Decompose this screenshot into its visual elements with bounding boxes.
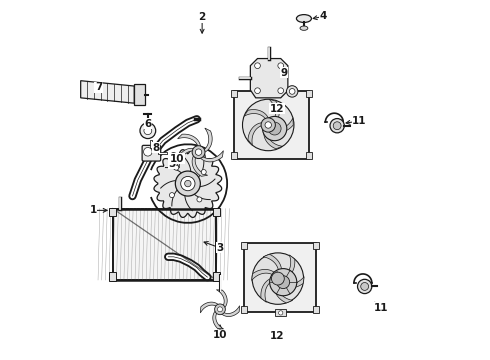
Polygon shape [272, 118, 293, 132]
Text: 6: 6 [144, 118, 151, 129]
Polygon shape [154, 150, 221, 217]
Circle shape [140, 123, 156, 139]
Ellipse shape [296, 15, 312, 22]
Polygon shape [269, 99, 279, 123]
Polygon shape [221, 306, 240, 316]
Circle shape [201, 170, 206, 175]
Polygon shape [192, 153, 208, 176]
Polygon shape [306, 152, 312, 159]
Polygon shape [234, 91, 309, 158]
Circle shape [170, 193, 174, 198]
Circle shape [215, 304, 225, 315]
Circle shape [289, 89, 295, 94]
Circle shape [268, 122, 281, 135]
Circle shape [278, 88, 284, 94]
Text: 10: 10 [170, 154, 184, 163]
Circle shape [181, 176, 195, 191]
Polygon shape [281, 277, 304, 288]
Polygon shape [213, 272, 220, 281]
Circle shape [261, 118, 275, 132]
Circle shape [252, 253, 304, 304]
Polygon shape [231, 152, 237, 159]
Text: 5: 5 [168, 159, 175, 169]
Polygon shape [231, 90, 237, 97]
Polygon shape [198, 150, 223, 162]
Polygon shape [134, 84, 145, 105]
Polygon shape [109, 208, 117, 216]
Circle shape [174, 165, 179, 170]
Polygon shape [284, 255, 295, 279]
Polygon shape [242, 242, 247, 249]
Polygon shape [275, 309, 286, 316]
Polygon shape [244, 109, 269, 118]
Polygon shape [250, 59, 288, 98]
Text: 12: 12 [270, 332, 284, 342]
Polygon shape [251, 269, 275, 280]
Circle shape [196, 149, 202, 156]
Circle shape [144, 148, 152, 156]
Text: 12: 12 [270, 104, 284, 113]
Polygon shape [213, 310, 223, 329]
Polygon shape [213, 208, 220, 216]
Text: 8: 8 [152, 143, 159, 153]
Circle shape [277, 276, 290, 289]
Polygon shape [248, 123, 262, 145]
Text: 7: 7 [95, 82, 102, 92]
Circle shape [243, 99, 294, 151]
Circle shape [255, 63, 260, 68]
Circle shape [287, 86, 298, 97]
Polygon shape [261, 278, 272, 302]
Polygon shape [109, 272, 117, 281]
Ellipse shape [300, 26, 308, 30]
Polygon shape [245, 243, 316, 312]
Polygon shape [81, 81, 134, 103]
Circle shape [255, 88, 260, 94]
Circle shape [175, 171, 200, 196]
Polygon shape [113, 208, 217, 280]
Circle shape [278, 63, 284, 68]
Circle shape [330, 118, 344, 133]
Circle shape [263, 116, 287, 141]
Text: 11: 11 [352, 116, 367, 126]
FancyBboxPatch shape [142, 145, 161, 161]
Polygon shape [201, 128, 212, 153]
Circle shape [265, 122, 271, 128]
Polygon shape [264, 130, 283, 149]
Circle shape [197, 197, 202, 202]
Polygon shape [242, 306, 247, 313]
Polygon shape [200, 302, 219, 313]
Circle shape [333, 122, 341, 130]
Text: 11: 11 [373, 303, 388, 313]
Polygon shape [263, 254, 282, 273]
Polygon shape [274, 284, 293, 303]
Text: 1: 1 [90, 205, 97, 215]
Polygon shape [176, 148, 197, 168]
Polygon shape [313, 242, 318, 249]
Polygon shape [217, 290, 227, 308]
Circle shape [218, 307, 222, 312]
Text: 2: 2 [198, 13, 206, 22]
Text: 10: 10 [213, 330, 227, 341]
Circle shape [144, 127, 152, 135]
Circle shape [192, 146, 205, 158]
Circle shape [279, 311, 283, 315]
Text: 4: 4 [320, 12, 327, 21]
Circle shape [271, 272, 284, 285]
Text: 9: 9 [281, 68, 288, 78]
Circle shape [270, 269, 297, 296]
Circle shape [358, 279, 372, 294]
Text: 3: 3 [217, 243, 223, 253]
Polygon shape [177, 134, 200, 150]
Polygon shape [306, 90, 312, 97]
Circle shape [185, 180, 191, 187]
Polygon shape [313, 306, 318, 313]
Circle shape [361, 283, 368, 291]
